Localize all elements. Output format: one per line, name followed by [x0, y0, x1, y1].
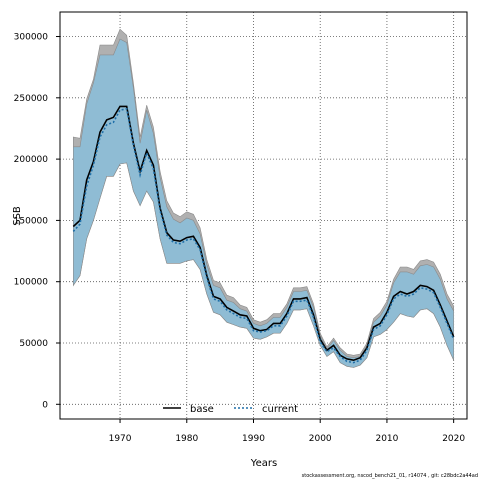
legend-current-label: current: [262, 404, 298, 415]
plot-frame: [59, 11, 468, 420]
axis-ticks: 1970 1980 1990 2000 2010 2020 0 50000 100000 1500…: [14, 33, 466, 444]
footer-credit: stockassessment.org, nscod_bench21_01, r…: [302, 473, 478, 479]
legend-base-label: base: [190, 404, 214, 415]
x-tick-label: 1970: [109, 434, 132, 444]
legend: base current: [163, 404, 298, 415]
x-tick-label: 1980: [175, 434, 198, 444]
y-axis-label: SSB: [12, 206, 23, 226]
y-tick-label: 150000: [14, 216, 49, 226]
x-tick-label: 2010: [375, 434, 398, 444]
x-tick-label: 2000: [309, 434, 332, 444]
series-lines: [72, 105, 455, 364]
y-tick-label: 250000: [14, 94, 49, 104]
x-axis-label: Years: [250, 458, 277, 469]
line-base: [72, 105, 455, 362]
y-tick-label: 50000: [19, 339, 48, 349]
y-tick-label: 100000: [14, 278, 49, 288]
y-tick-label: 0: [42, 400, 48, 410]
x-tick-label: 1990: [242, 434, 265, 444]
line-current: [72, 107, 455, 364]
x-tick-label: 2020: [442, 434, 465, 444]
y-tick-label: 200000: [14, 155, 49, 165]
y-tick-label: 300000: [14, 33, 49, 43]
band-current: [73, 38, 454, 368]
confidence-bands: [73, 28, 454, 368]
